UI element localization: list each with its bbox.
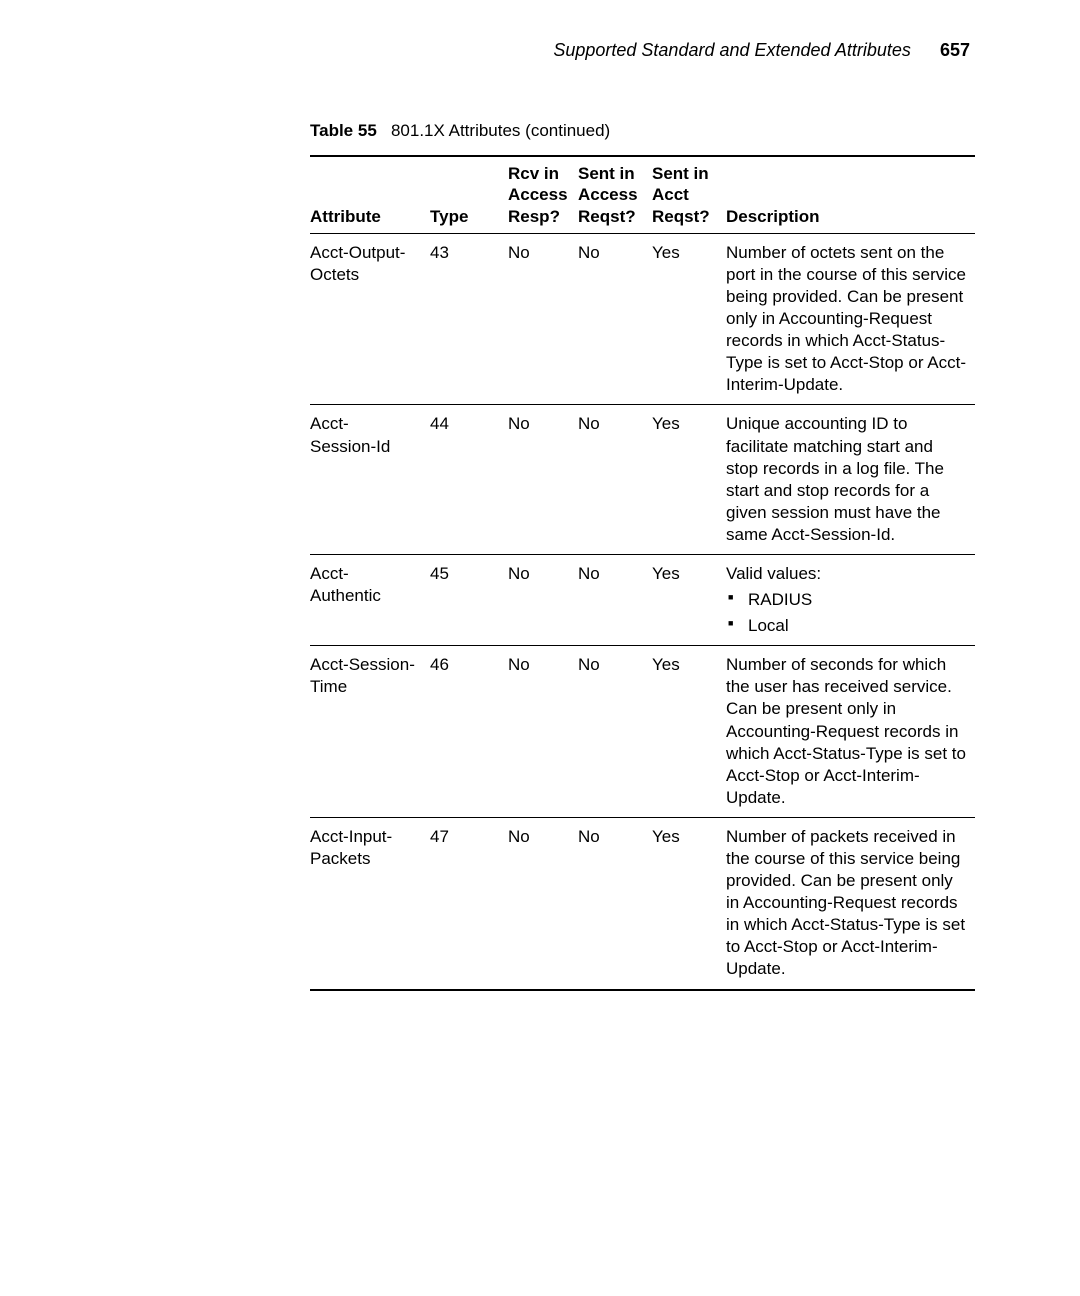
section-title: Supported Standard and Extended Attribut…: [553, 40, 911, 60]
cell-description: Unique accounting ID to facilitate match…: [726, 405, 975, 555]
cell-type: 43: [430, 233, 508, 405]
cell-description: Number of packets received in the course…: [726, 817, 975, 989]
cell-type: 45: [430, 554, 508, 645]
cell-attribute: Acct-Session-Time: [310, 646, 430, 818]
table-caption-label: Table 55: [310, 121, 377, 140]
cell-sent-access: No: [578, 405, 652, 555]
cell-sent-acct: Yes: [652, 817, 726, 989]
col-header-sent-access: Sent inAccessReqst?: [578, 156, 652, 233]
attributes-table: Attribute Type Rcv inAccessResp? Sent in…: [310, 155, 975, 991]
table-row: Acct-Session-Time 46 No No Yes Number of…: [310, 646, 975, 818]
cell-attribute: Acct-Input-Packets: [310, 817, 430, 989]
cell-sent-acct: Yes: [652, 646, 726, 818]
cell-type: 44: [430, 405, 508, 555]
table-row: Acct-Input-Packets 47 No No Yes Number o…: [310, 817, 975, 989]
col-header-rcv: Rcv inAccessResp?: [508, 156, 578, 233]
table-header-row: Attribute Type Rcv inAccessResp? Sent in…: [310, 156, 975, 233]
cell-sent-acct: Yes: [652, 554, 726, 645]
cell-type: 46: [430, 646, 508, 818]
cell-sent-acct: Yes: [652, 233, 726, 405]
cell-type: 47: [430, 817, 508, 989]
cell-sent-access: No: [578, 646, 652, 818]
cell-rcv: No: [508, 554, 578, 645]
page-header: Supported Standard and Extended Attribut…: [50, 40, 980, 61]
cell-description: Valid values: RADIUS Local: [726, 554, 975, 645]
col-header-sent-acct: Sent inAcctReqst?: [652, 156, 726, 233]
cell-description: Number of octets sent on the port in the…: [726, 233, 975, 405]
cell-rcv: No: [508, 405, 578, 555]
col-header-type: Type: [430, 156, 508, 233]
table-container: Attribute Type Rcv inAccessResp? Sent in…: [50, 155, 980, 991]
cell-rcv: No: [508, 233, 578, 405]
desc-text: Valid values:: [726, 564, 821, 583]
page-number: 657: [940, 40, 970, 60]
cell-attribute: Acct-Output-Octets: [310, 233, 430, 405]
col-header-description: Description: [726, 156, 975, 233]
cell-attribute: Acct-Session-Id: [310, 405, 430, 555]
cell-rcv: No: [508, 817, 578, 989]
cell-attribute: Acct-Authentic: [310, 554, 430, 645]
cell-sent-access: No: [578, 817, 652, 989]
table-row: Acct-Authentic 45 No No Yes Valid values…: [310, 554, 975, 645]
cell-sent-acct: Yes: [652, 405, 726, 555]
desc-list: RADIUS Local: [726, 589, 967, 637]
col-header-attribute: Attribute: [310, 156, 430, 233]
list-item: RADIUS: [726, 589, 967, 611]
table-row: Acct-Session-Id 44 No No Yes Unique acco…: [310, 405, 975, 555]
cell-description: Number of seconds for which the user has…: [726, 646, 975, 818]
table-caption-text: 801.1X Attributes (continued): [391, 121, 610, 140]
table-caption: Table 55 801.1X Attributes (continued): [50, 121, 980, 141]
cell-sent-access: No: [578, 233, 652, 405]
cell-sent-access: No: [578, 554, 652, 645]
table-row: Acct-Output-Octets 43 No No Yes Number o…: [310, 233, 975, 405]
cell-rcv: No: [508, 646, 578, 818]
list-item: Local: [726, 615, 967, 637]
